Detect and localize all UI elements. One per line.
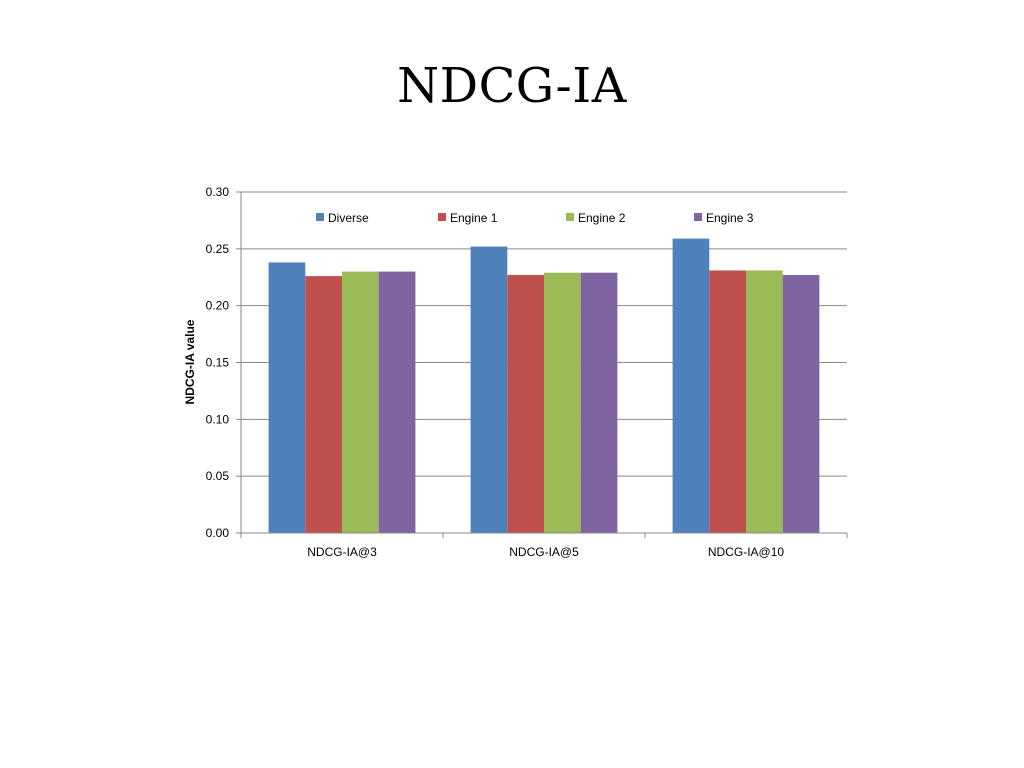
bar-engine-1-3: [709, 270, 746, 533]
bar-engine-3-3: [782, 274, 820, 533]
y-axis-title: NDCG-IA value: [183, 319, 197, 404]
bar-engine-2-3: [746, 270, 783, 533]
y-tick-label: 0.10: [206, 412, 230, 426]
legend-swatch-engine-2: [566, 213, 574, 221]
x-category-label: NDCG-IA@3: [307, 545, 377, 559]
bar-engine-1-2: [507, 274, 544, 533]
x-category-label: NDCG-IA@10: [708, 545, 785, 559]
x-category-label: NDCG-IA@5: [509, 545, 579, 559]
legend-label-engine-2: Engine 2: [578, 211, 626, 225]
bar-engine-1-1: [305, 276, 342, 533]
legend-swatch-engine-1: [438, 213, 446, 221]
legend: Diverse Engine 1 Engine 2 Engine 3: [316, 211, 754, 225]
legend-swatch-diverse: [316, 213, 324, 221]
bars: [268, 238, 820, 533]
bar-engine-3-2: [580, 272, 618, 533]
bar-engine-2-1: [342, 271, 379, 533]
legend-label-engine-3: Engine 3: [706, 211, 754, 225]
axes: 0.00 0.05 0.10 0.15 0.20 0.25 0.30 NDCG-IA@3 NDC…: [206, 185, 848, 559]
y-tick-label: 0.30: [206, 185, 230, 199]
slide-title: NDCG-IA: [397, 58, 627, 114]
bar-engine-2-2: [544, 272, 581, 533]
legend-label-engine-1: Engine 1: [450, 211, 498, 225]
y-tick-label: 0.20: [206, 299, 230, 313]
y-tick-label: 0.05: [206, 469, 230, 483]
legend-label-diverse: Diverse: [328, 211, 369, 225]
bar-diverse-1: [268, 262, 306, 533]
bar-engine-3-1: [378, 271, 416, 533]
y-tick-label: 0.15: [206, 356, 230, 370]
y-tick-label: 0.00: [206, 526, 230, 540]
legend-swatch-engine-3: [694, 213, 702, 221]
bar-diverse-3: [672, 238, 710, 533]
bar-diverse-2: [470, 246, 508, 533]
y-tick-label: 0.25: [206, 242, 230, 256]
